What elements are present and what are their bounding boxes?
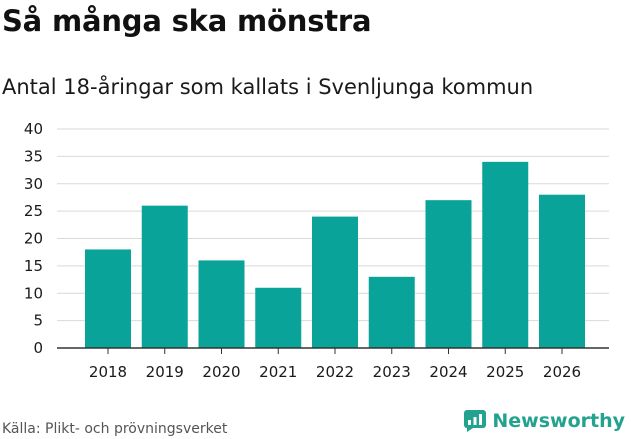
bar-2019 — [141, 205, 188, 348]
bar-2022 — [312, 216, 358, 348]
x-tick-label: 2026 — [543, 363, 581, 381]
bars — [85, 161, 585, 348]
y-tick-label: 0 — [33, 339, 43, 357]
x-tick-label: 2020 — [202, 363, 240, 381]
bar-2025 — [482, 161, 529, 348]
y-tick-label: 20 — [24, 230, 43, 248]
y-tick-label: 30 — [24, 175, 43, 193]
bar-2026 — [539, 194, 585, 348]
y-tick-label: 35 — [24, 147, 43, 165]
bar-2023 — [368, 276, 415, 348]
bar-2021 — [255, 287, 302, 348]
brand: Newsworthy — [464, 410, 625, 432]
bar-2018 — [85, 249, 131, 348]
source-note: Källa: Plikt- och prövningsverket — [2, 421, 228, 437]
bar-2024 — [425, 200, 472, 348]
y-tick-label: 25 — [24, 202, 43, 220]
newsworthy-logo-icon — [464, 410, 487, 432]
bar-2020 — [198, 260, 245, 348]
y-tick-label: 15 — [24, 257, 43, 275]
x-tick-label: 2022 — [316, 363, 354, 381]
x-tick-label: 2018 — [89, 363, 127, 381]
brand-name: Newsworthy — [492, 410, 625, 432]
x-tick-label: 2021 — [259, 363, 297, 381]
x-tick-label: 2025 — [486, 363, 524, 381]
y-tick-label: 40 — [24, 120, 43, 138]
axes — [57, 347, 609, 354]
chart-title: Så många ska mönstra — [2, 4, 372, 38]
x-tick-label: 2019 — [146, 363, 184, 381]
y-tick-label: 5 — [33, 312, 43, 330]
x-tick-label: 2024 — [429, 363, 467, 381]
y-tick-label: 10 — [24, 284, 43, 302]
x-tick-label: 2023 — [373, 363, 411, 381]
chart-subtitle: Antal 18-åringar som kallats i Svenljung… — [2, 75, 534, 99]
